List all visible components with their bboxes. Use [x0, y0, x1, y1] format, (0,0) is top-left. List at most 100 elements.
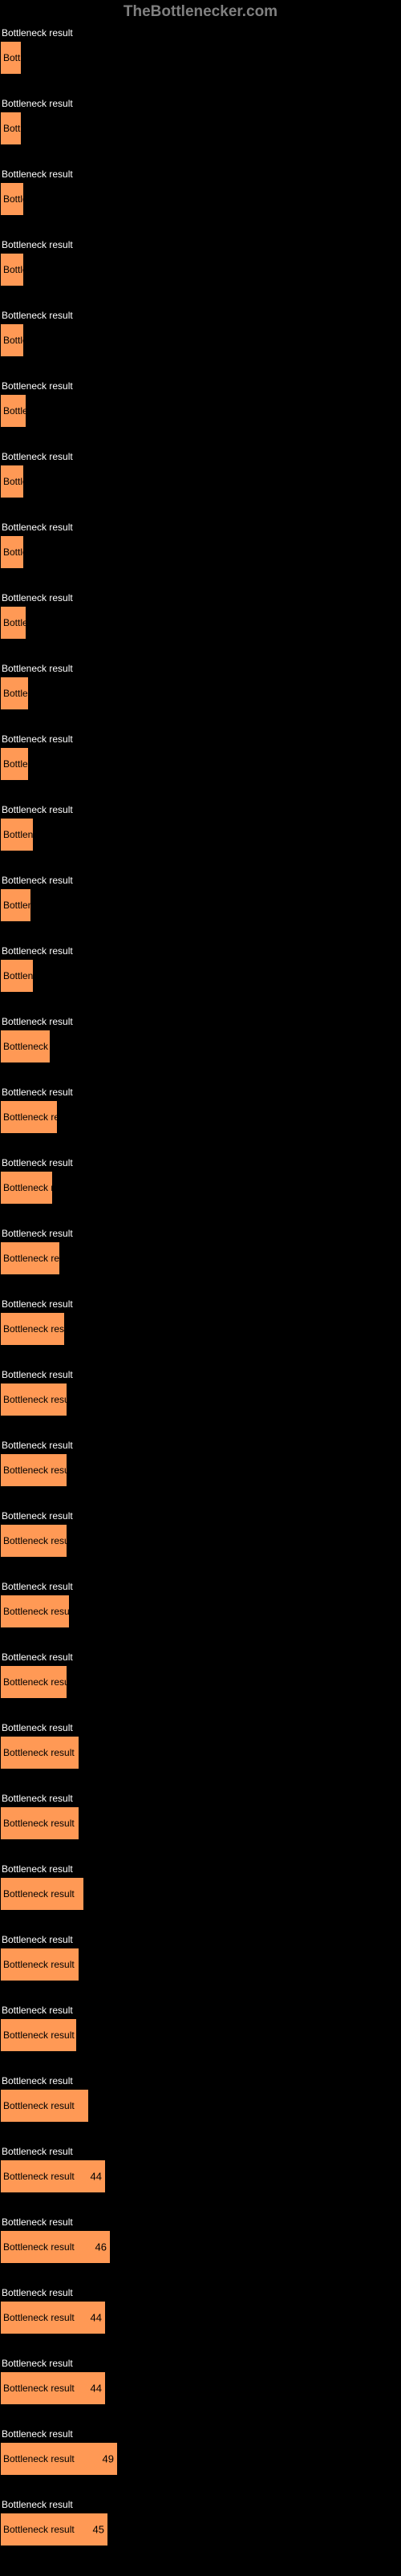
bar-top-label: Bottleneck result	[2, 1793, 401, 1804]
bar-top-label: Bottleneck result	[2, 663, 401, 674]
bar: Bottlen	[0, 465, 24, 498]
bar-row: Bottleneck resultBottleneck result49	[0, 2428, 401, 2483]
bar-row: Bottleneck resultBottleneck result	[0, 2075, 401, 2130]
bar-inner-label: Bottleneck result	[1, 2383, 75, 2394]
bar-top-label: Bottleneck result	[2, 310, 401, 321]
bar-top-label: Bottleneck result	[2, 1722, 401, 1733]
bar-top-label: Bottleneck result	[2, 2358, 401, 2369]
bar-row: Bottleneck result Bottlen	[0, 239, 401, 294]
bar-inner-label: Bottlene	[1, 617, 26, 628]
bar: Bottleneck res	[0, 1030, 51, 1063]
bar-row: Bottleneck result Bottlene	[0, 592, 401, 647]
bar-inner-label: Bottlenec	[1, 900, 30, 911]
bar: Bottlene	[0, 677, 29, 710]
bar-row: Bottleneck result Bottleneck result	[0, 1934, 401, 1989]
bar-row: Bottleneck result Bottleneck result	[0, 1228, 401, 1282]
bottleneck-chart: Bottleneck result Bottlen Bottleneck resul…	[0, 21, 401, 2576]
bar: Bottleneck result	[0, 1948, 79, 1981]
bar: Bottleneck result	[0, 1241, 60, 1275]
bar: Bottleneck result	[0, 1524, 67, 1558]
bar-row: Bottleneck result Bottleneck result	[0, 1087, 401, 1141]
bar-row: Bottleneck result Bottleneck result	[0, 1652, 401, 1706]
bar-row: Bottleneck resultBottleneck resu	[0, 1157, 401, 1212]
bar: Bottleneck	[0, 818, 34, 851]
bar: Bottlen	[0, 323, 24, 357]
bar-inner-label: Bottleneck result	[1, 1606, 69, 1617]
bar-top-label: Bottleneck result	[2, 1652, 401, 1663]
bar-top-label: Bottleneck result	[2, 592, 401, 603]
bar: Bottleneck result	[0, 1877, 84, 1911]
bar-row: Bottleneck result Bottleneck result	[0, 2005, 401, 2059]
bar: Bottleneck result	[0, 1383, 67, 1416]
bar: Bottleneck result	[0, 1665, 67, 1699]
bar: Bottlen	[0, 253, 24, 286]
bar-inner-label: Bottleneck result	[1, 1818, 75, 1829]
bar-row: Bottleneck resultBottle	[0, 98, 401, 152]
bar-value-label: 44	[91, 2312, 102, 2324]
bar-row: Bottleneck resultBottleneck result	[0, 1510, 401, 1565]
bar-inner-label: Bottlen	[1, 476, 23, 487]
bar-top-label: Bottleneck result	[2, 1934, 401, 1945]
bar: Bottleneck result	[0, 1453, 67, 1487]
bar-inner-label: Bottleneck result	[1, 1959, 75, 1970]
bar-inner-label: Bottlen	[1, 335, 23, 346]
bar: Bottleneck result	[0, 1595, 70, 1628]
bar-inner-label: Bottleneck res	[1, 1041, 50, 1052]
bar-row: Bottleneck result Bottleneck result	[0, 1793, 401, 1847]
bar-top-label: Bottleneck result	[2, 27, 401, 39]
bar-row: Bottleneck result Bottleneck result 44	[0, 2146, 401, 2200]
bar: Bottleneck result45	[0, 2513, 108, 2546]
bar-row: Bottleneck result Bottlen	[0, 169, 401, 223]
bar-top-label: Bottleneck result	[2, 733, 401, 745]
bar: Bottleneck result	[0, 1736, 79, 1769]
bar-top-label: Bottleneck result	[2, 239, 401, 250]
bar-value-label: 45	[93, 2524, 104, 2536]
bar-row: Bottleneck resultBottlen	[0, 522, 401, 576]
bar-row: Bottleneck result Bottleneck result	[0, 1722, 401, 1777]
bar-inner-label: Bottleneck result	[1, 1747, 75, 1758]
bar: Bottleneck result	[0, 1312, 65, 1346]
bar-inner-label: Bottlene	[1, 688, 28, 699]
bar-top-label: Bottleneck result	[2, 1087, 401, 1098]
bar-top-label: Bottleneck result	[2, 1228, 401, 1239]
bar-top-label: Bottleneck result	[2, 522, 401, 533]
bar-inner-label: Bottleneck resu	[1, 1182, 52, 1193]
bar-top-label: Bottleneck result	[2, 1369, 401, 1380]
bar-row: Bottleneck resultBottlenec	[0, 875, 401, 929]
bar-value-label: 46	[95, 2241, 107, 2253]
bar: Bottlene	[0, 394, 26, 428]
bar-inner-label: Bottle	[1, 123, 21, 134]
bar-inner-label: Bottleneck result	[1, 1253, 59, 1264]
bar: Bottlen	[0, 41, 22, 75]
bar-row: Bottleneck resultBottleneck res	[0, 1016, 401, 1071]
bar-inner-label: Bottlene	[1, 758, 28, 770]
bar-row: Bottleneck result Bottlen	[0, 310, 401, 364]
bar: Bottle	[0, 112, 22, 145]
bar-inner-label: Bottleneck result	[1, 2171, 75, 2182]
bar-inner-label: Bottleneck result	[1, 1676, 67, 1688]
bar-row: Bottleneck resultBottleneck	[0, 945, 401, 1000]
bar-top-label: Bottleneck result	[2, 2146, 401, 2157]
bar-top-label: Bottleneck result	[2, 2287, 401, 2298]
bar-top-label: Bottleneck result	[2, 2005, 401, 2016]
bar-top-label: Bottleneck result	[2, 1581, 401, 1592]
bar: Bottleneck result	[0, 1806, 79, 1840]
bar-row: Bottleneck resultBottleneck result46	[0, 2216, 401, 2271]
bar-top-label: Bottleneck result	[2, 2499, 401, 2510]
bar-top-label: Bottleneck result	[2, 169, 401, 180]
bar: Bottleneck result46	[0, 2230, 111, 2264]
bar-inner-label: Bottlen	[1, 264, 23, 275]
bar: Bottleneck result	[0, 2089, 89, 2123]
bar-row: Bottleneck result Bottleneck result	[0, 1581, 401, 1635]
bar-inner-label: Bottleneck result	[1, 2100, 75, 2111]
page-header: TheBottlenecker.com	[0, 0, 401, 21]
bar-inner-label: Bottleneck result	[1, 1888, 75, 1899]
bar: Bottleneck result	[0, 2018, 77, 2052]
bar-row: Bottleneck result Bottleneck result45	[0, 2499, 401, 2554]
bar: Bottleneck result	[0, 1100, 58, 1134]
bar-inner-label: Bottleneck	[1, 829, 33, 840]
bar: Bottlene	[0, 747, 29, 781]
bar-top-label: Bottleneck result	[2, 1440, 401, 1451]
bar-value-label: 44	[91, 2171, 102, 2183]
bar-inner-label: Bottlen	[1, 193, 23, 205]
